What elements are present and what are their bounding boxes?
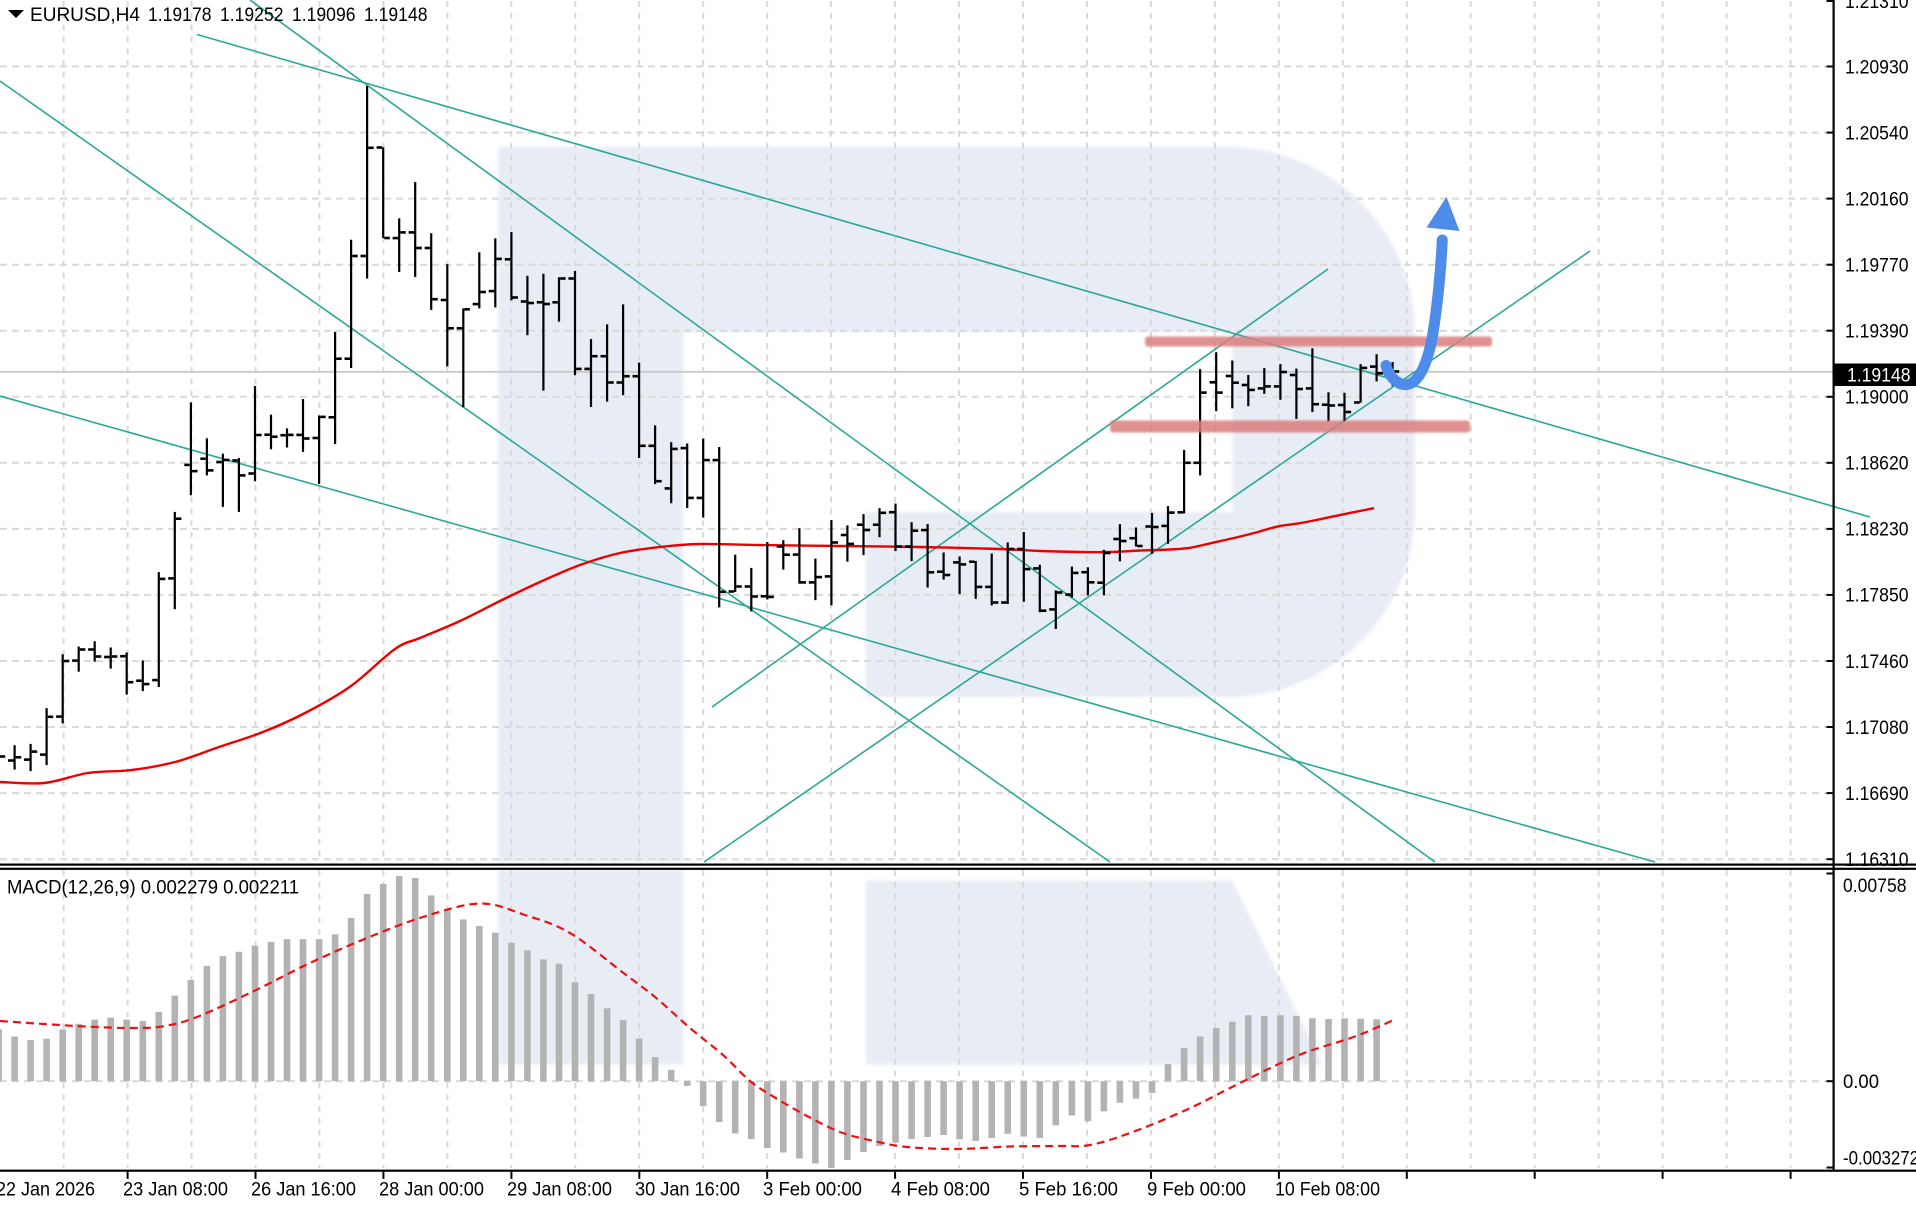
svg-text:1.18230: 1.18230 <box>1845 520 1909 541</box>
svg-text:1.16690: 1.16690 <box>1845 784 1909 805</box>
svg-text:28 Jan 00:00: 28 Jan 00:00 <box>379 1180 484 1201</box>
svg-text:1.19148: 1.19148 <box>364 5 428 26</box>
svg-text:9 Feb 00:00: 9 Feb 00:00 <box>1147 1180 1246 1201</box>
svg-text:3 Feb 00:00: 3 Feb 00:00 <box>763 1180 862 1201</box>
svg-text:10 Feb 08:00: 10 Feb 08:00 <box>1275 1180 1380 1201</box>
svg-text:26 Jan 16:00: 26 Jan 16:00 <box>251 1180 356 1201</box>
svg-text:1.17080: 1.17080 <box>1845 718 1909 739</box>
svg-text:1.21310: 1.21310 <box>1845 0 1909 13</box>
svg-text:1.20160: 1.20160 <box>1845 189 1909 210</box>
svg-text:1.20540: 1.20540 <box>1845 123 1909 144</box>
svg-text:1.19390: 1.19390 <box>1845 322 1909 343</box>
svg-text:MACD(12,26,9) 0.002279 0.00221: MACD(12,26,9) 0.002279 0.002211 <box>7 878 299 899</box>
svg-text:1.19000: 1.19000 <box>1845 388 1909 409</box>
svg-text:1.19148: 1.19148 <box>1847 366 1911 387</box>
svg-text:0.00: 0.00 <box>1843 1072 1879 1093</box>
svg-text:0.00758: 0.00758 <box>1843 876 1907 897</box>
svg-text:1.17850: 1.17850 <box>1845 586 1909 607</box>
svg-text:-0.003272: -0.003272 <box>1843 1149 1916 1170</box>
svg-text:29 Jan 08:00: 29 Jan 08:00 <box>507 1180 612 1201</box>
svg-text:1.16310: 1.16310 <box>1845 850 1909 871</box>
svg-text:22 Jan 2026: 22 Jan 2026 <box>0 1180 95 1201</box>
svg-text:1.20930: 1.20930 <box>1845 57 1909 78</box>
svg-text:1.19252: 1.19252 <box>220 5 284 26</box>
svg-text:1.19770: 1.19770 <box>1845 256 1909 277</box>
svg-text:1.19096: 1.19096 <box>292 5 356 26</box>
svg-text:5 Feb 16:00: 5 Feb 16:00 <box>1019 1180 1118 1201</box>
svg-text:23 Jan 08:00: 23 Jan 08:00 <box>123 1180 228 1201</box>
svg-text:1.19178: 1.19178 <box>148 5 212 26</box>
svg-text:1.18620: 1.18620 <box>1845 454 1909 475</box>
svg-text:1.17460: 1.17460 <box>1845 652 1909 673</box>
svg-text:30 Jan 16:00: 30 Jan 16:00 <box>635 1180 740 1201</box>
svg-text:4 Feb 08:00: 4 Feb 08:00 <box>891 1180 990 1201</box>
svg-text:EURUSD,H4: EURUSD,H4 <box>30 5 140 26</box>
